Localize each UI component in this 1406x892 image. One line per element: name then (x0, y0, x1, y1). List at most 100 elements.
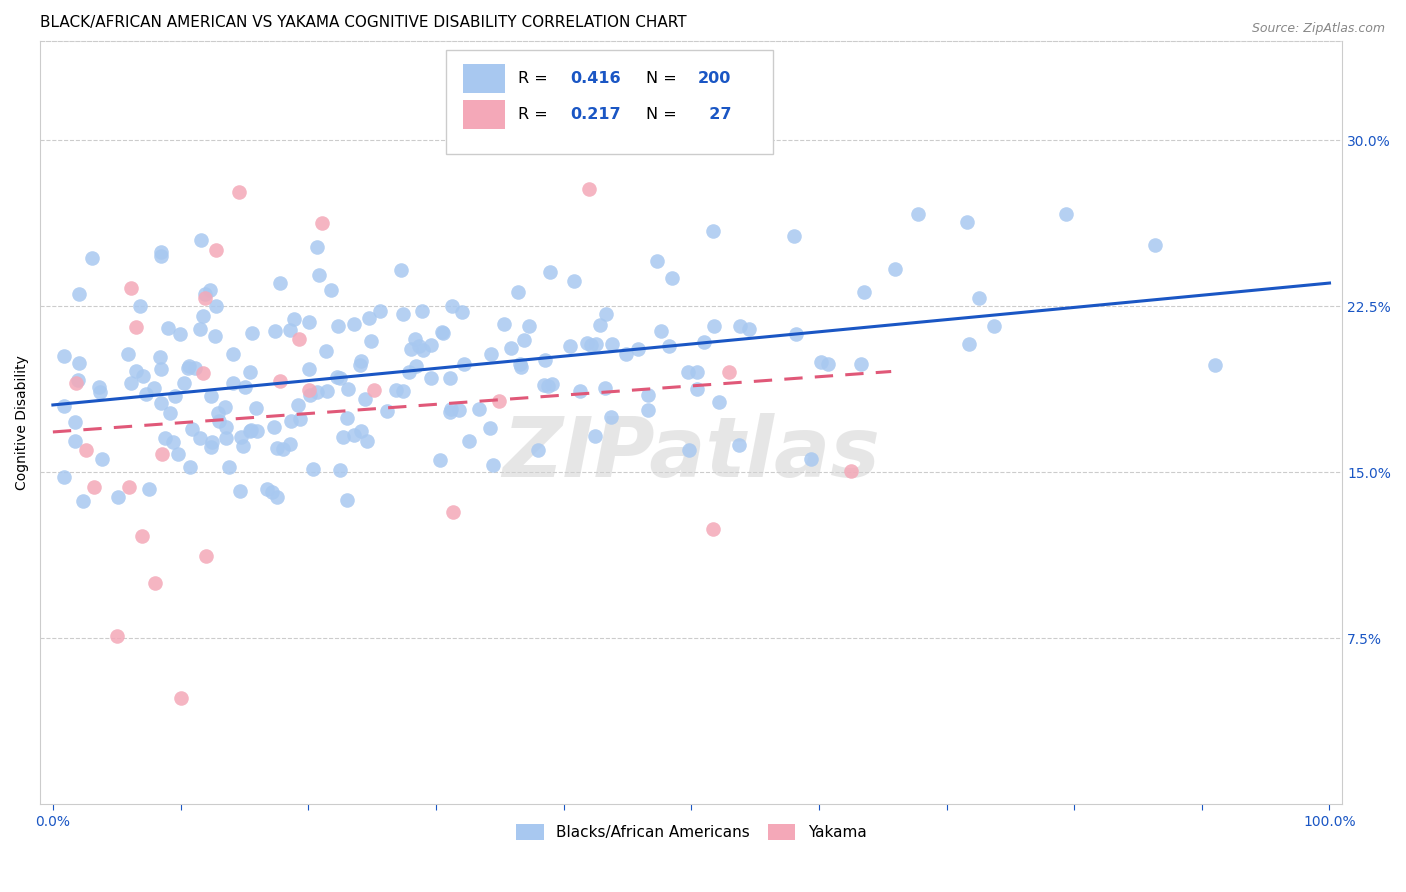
Point (360, 334, 382, 348)
Point (63, 434, 86, 448)
Point (232, 439, 254, 453)
Point (215, 419, 238, 434)
Point (479, 420, 502, 434)
Point (131, 529, 153, 543)
Point (482, 458, 505, 472)
Point (107, 490, 129, 504)
Point (404, 332, 426, 346)
Point (280, 414, 302, 428)
Point (509, 357, 531, 371)
Point (439, 371, 461, 385)
Text: 200: 200 (697, 70, 731, 86)
Point (685, 365, 707, 379)
Point (150, 249, 173, 263)
Point (479, 347, 502, 361)
Point (783, 229, 806, 244)
Bar (464, 64, 505, 93)
Point (957, 336, 980, 351)
Point (67, 356, 90, 370)
Text: R =: R = (517, 107, 553, 122)
Bar (464, 101, 505, 129)
Point (307, 384, 329, 399)
Point (419, 371, 441, 385)
Point (627, 343, 650, 357)
Point (163, 389, 186, 403)
Point (717, 365, 740, 379)
Point (53, 349, 76, 363)
Point (337, 382, 360, 396)
Point (288, 412, 311, 426)
Point (298, 383, 321, 397)
Point (569, 384, 592, 399)
Point (440, 300, 463, 314)
Point (195, 549, 218, 564)
Point (343, 427, 366, 442)
Point (678, 443, 700, 458)
Point (215, 432, 238, 446)
Point (120, 281, 142, 295)
Point (329, 370, 352, 384)
Point (201, 434, 224, 449)
Point (453, 357, 475, 371)
Point (349, 359, 371, 373)
Point (1204, 358, 1226, 372)
Point (229, 430, 252, 444)
Point (593, 381, 616, 395)
Point (143, 576, 166, 591)
Point (884, 262, 907, 277)
Point (839, 464, 862, 478)
Point (432, 326, 454, 340)
Text: 0.416: 0.416 (569, 70, 620, 86)
Point (536, 379, 558, 393)
Point (398, 365, 420, 379)
Point (1054, 207, 1077, 221)
Point (67, 286, 90, 301)
Point (266, 441, 288, 455)
Point (52, 470, 75, 484)
Point (315, 384, 337, 398)
Point (266, 491, 288, 505)
Point (87, 379, 110, 393)
Point (534, 353, 557, 368)
Point (72, 494, 94, 508)
Y-axis label: Cognitive Disability: Cognitive Disability (15, 355, 30, 490)
Point (408, 339, 430, 353)
Point (169, 326, 191, 341)
Point (120, 376, 142, 391)
Point (488, 394, 510, 409)
Point (451, 305, 474, 319)
Point (983, 318, 1005, 333)
Point (907, 207, 929, 221)
Point (298, 362, 321, 376)
Point (440, 402, 463, 417)
Point (468, 402, 491, 417)
Point (785, 327, 807, 342)
Point (218, 460, 240, 475)
Point (188, 431, 211, 445)
Point (709, 395, 731, 409)
Point (222, 376, 245, 390)
Point (269, 276, 291, 290)
Point (239, 423, 262, 437)
Point (207, 406, 229, 420)
Point (578, 182, 600, 196)
Point (91, 451, 114, 466)
Point (150, 447, 173, 461)
Point (343, 317, 366, 331)
Point (118, 480, 141, 494)
Point (200, 283, 222, 297)
Point (191, 309, 214, 323)
Point (260, 485, 283, 500)
Point (564, 274, 586, 288)
Point (194, 287, 217, 301)
Point (533, 377, 555, 392)
Point (75, 442, 97, 457)
Point (150, 362, 173, 376)
Point (336, 411, 359, 425)
Point (63, 415, 86, 429)
Point (184, 361, 207, 376)
Point (132, 368, 155, 383)
Point (368, 303, 391, 318)
Point (602, 336, 624, 351)
Point (228, 185, 250, 199)
